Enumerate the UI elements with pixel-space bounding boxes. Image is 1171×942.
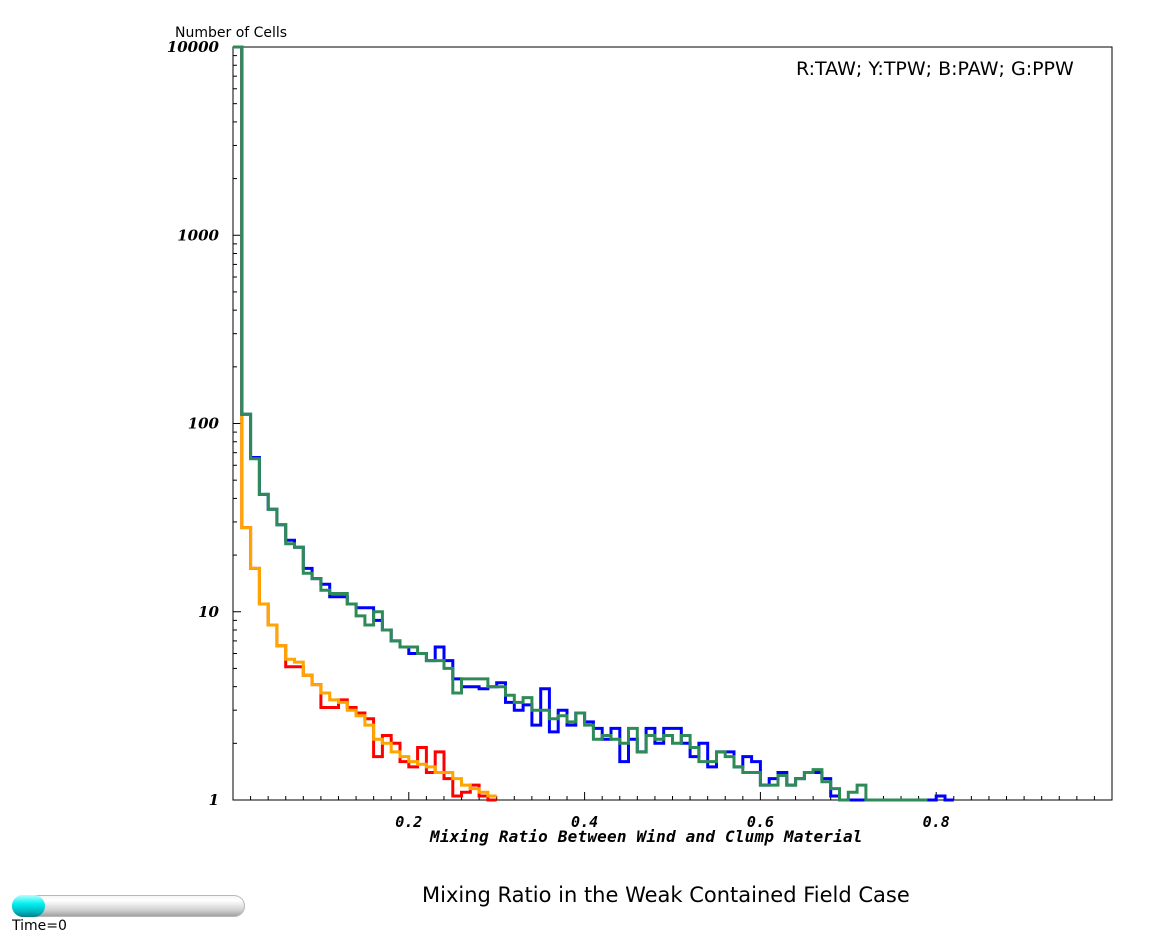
x-axis-label: Mixing Ratio Between Wind and Clump Mate…: [430, 827, 863, 846]
x-tick-label: 0.4: [571, 813, 598, 831]
time-label: Time=0: [12, 918, 67, 934]
series-line-0: [233, 45, 497, 802]
time-slider[interactable]: [12, 895, 245, 917]
y-tick-label: 100: [188, 415, 220, 433]
series-line-3: [233, 45, 928, 802]
y-tick-label: 1: [209, 791, 219, 809]
x-tick-label: 0.6: [747, 813, 774, 831]
plot-frame: [232, 46, 1113, 801]
x-tick-label: 0.8: [923, 813, 950, 831]
y-tick-label: 10: [198, 603, 219, 621]
time-slider-thumb[interactable]: [12, 895, 45, 917]
x-tick-label: 0.2: [395, 813, 422, 831]
legend: R:TAW; Y:TPW; B:PAW; G:PPW: [796, 58, 1074, 80]
series-line-1: [233, 45, 497, 798]
y-tick-label: 1000: [177, 226, 219, 244]
chart-title: Mixing Ratio in the Weak Contained Field…: [422, 883, 910, 907]
y-tick-label: 10000: [167, 38, 220, 56]
series-line-2: [233, 45, 954, 802]
y-axis-label: Number of Cells: [175, 25, 288, 41]
